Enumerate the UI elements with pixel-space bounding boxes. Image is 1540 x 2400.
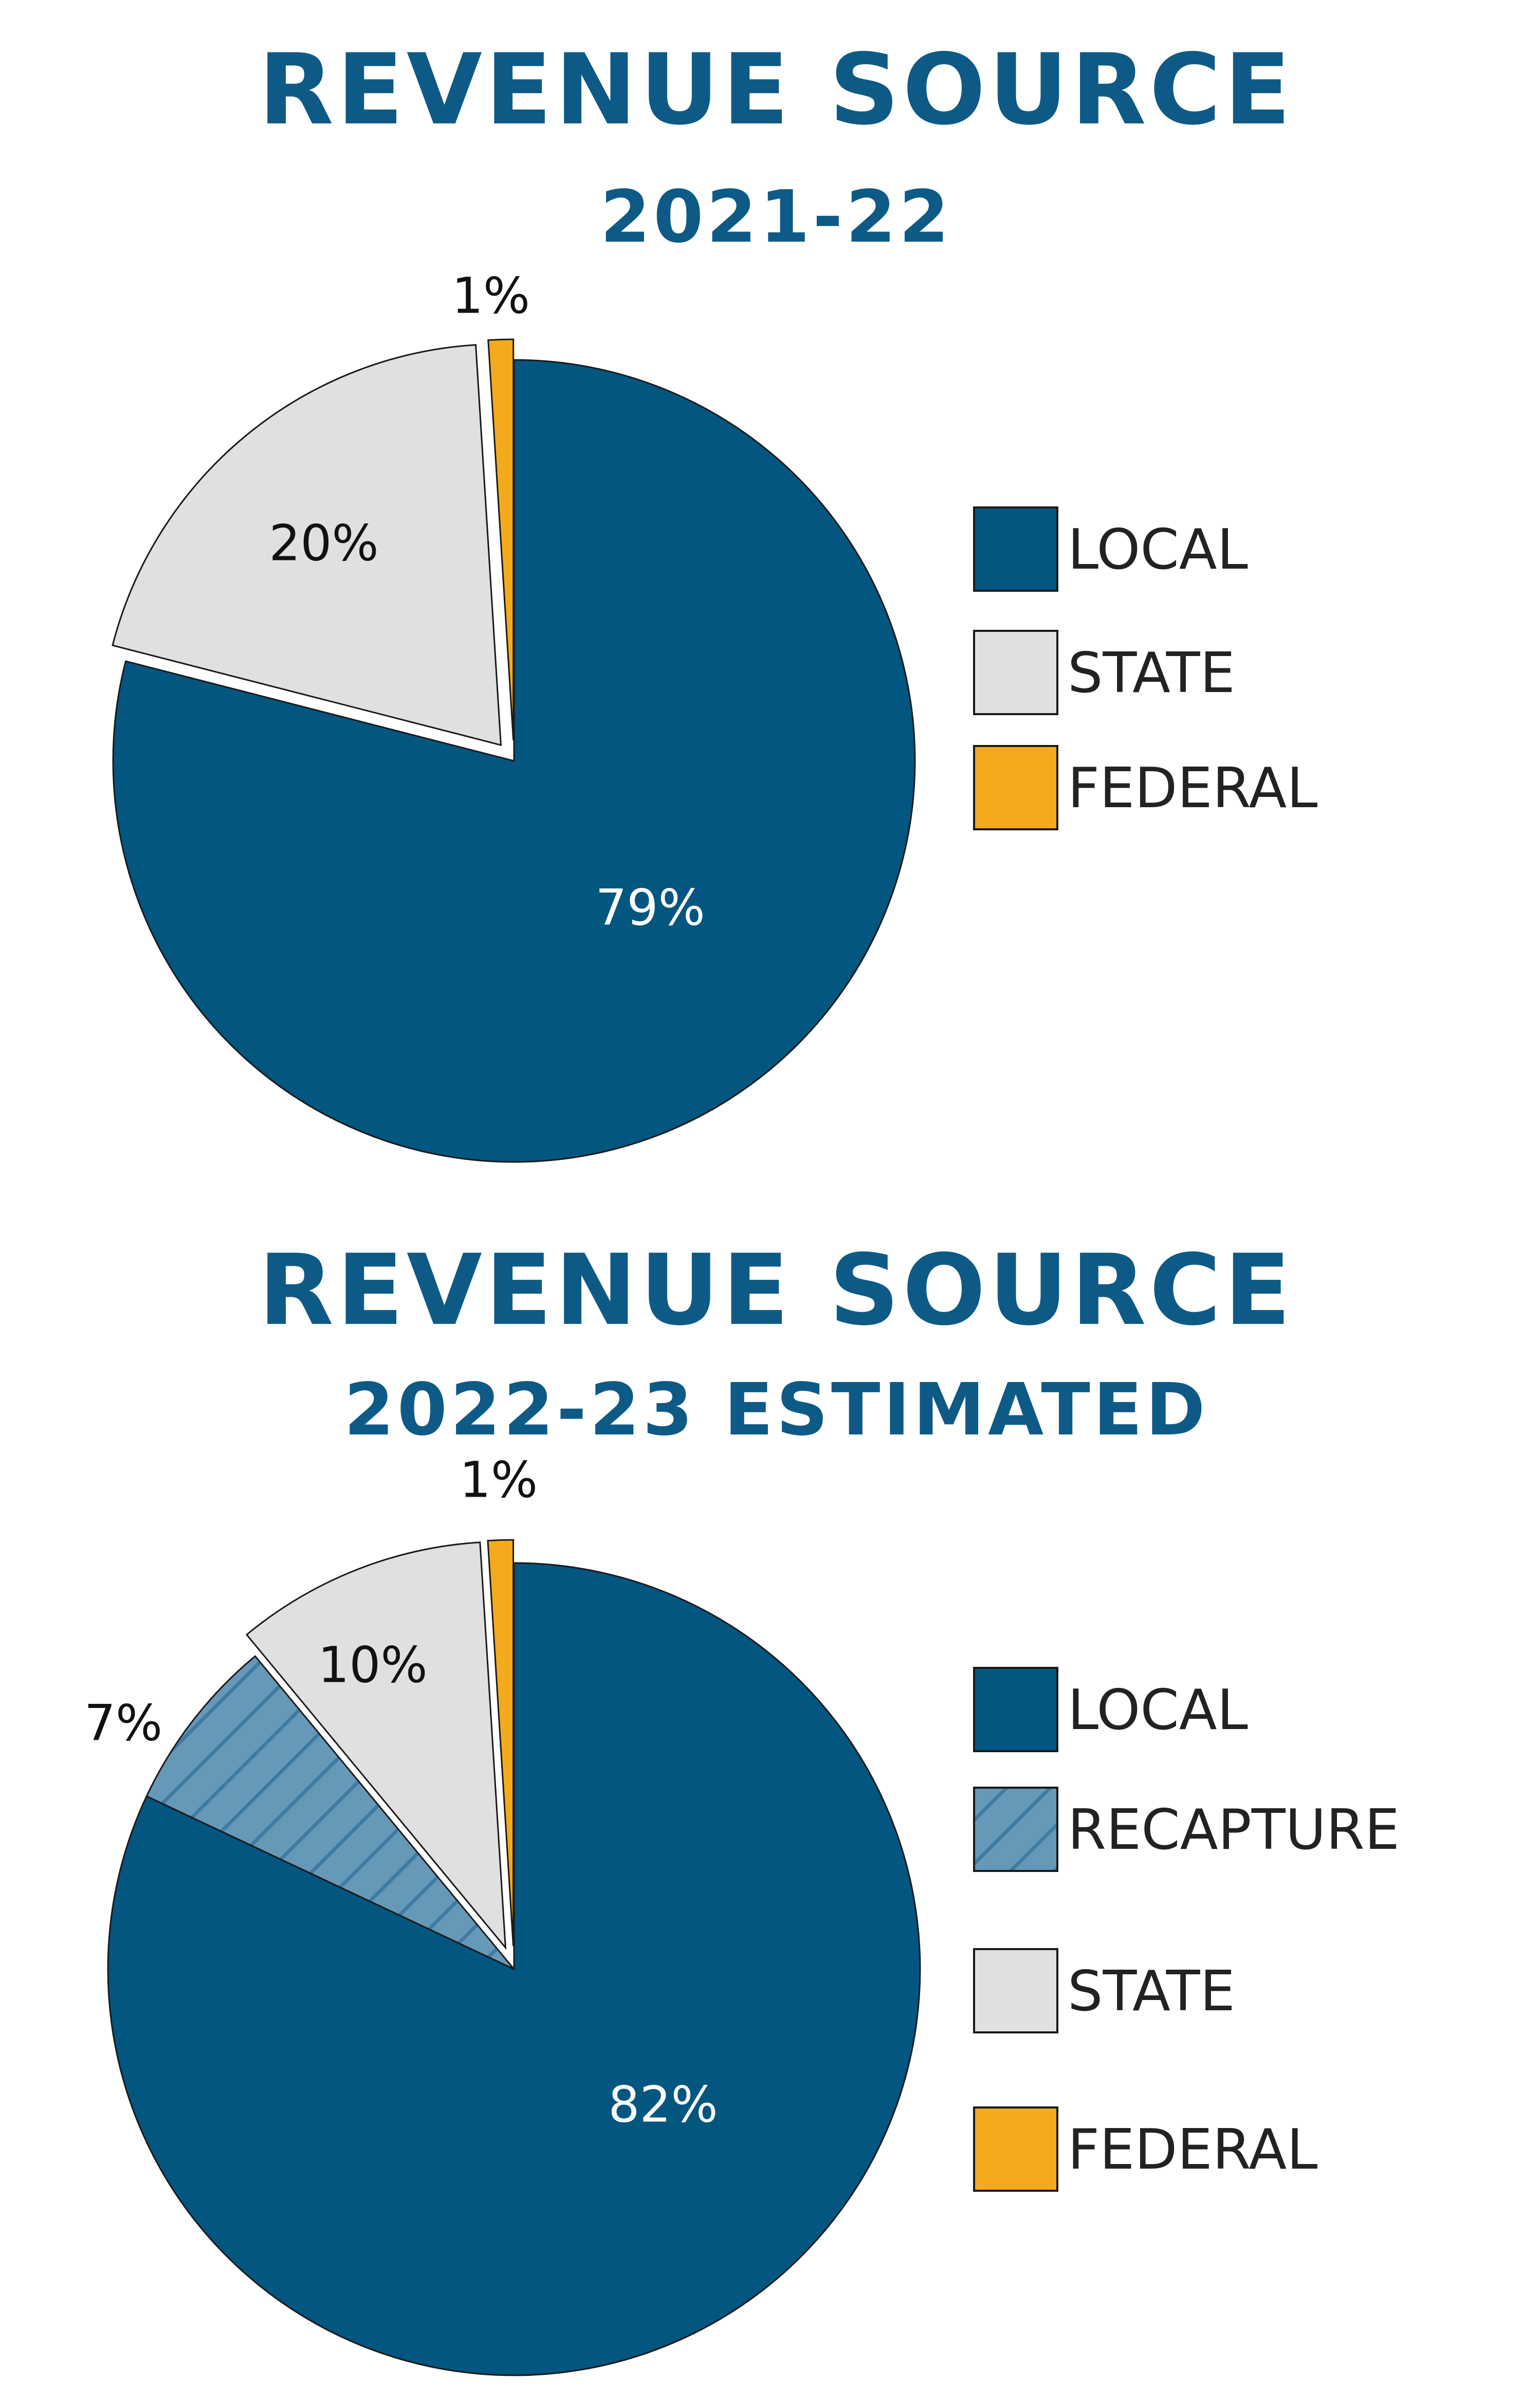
chart2-legend: LOCAL RECAPTURE STATE FEDERAL xyxy=(973,1667,1400,2192)
chart1-label-local: 79% xyxy=(595,879,705,936)
chart1-legend-label-local: LOCAL xyxy=(1068,518,1248,582)
chart1-slice-federal xyxy=(487,338,515,741)
chart2-legend-label-recapture: RECAPTURE xyxy=(1068,1798,1400,1862)
chart2-slice-federal xyxy=(487,1539,515,1947)
chart1-slice-local xyxy=(112,359,916,1163)
chart2-legend-label-state: STATE xyxy=(1068,1959,1235,2024)
chart1-subtitle: 2021-22 xyxy=(600,175,952,259)
chart2-label-federal: 1% xyxy=(460,1451,538,1508)
chart2-title: REVENUE SOURCE xyxy=(259,1233,1294,1347)
chart1-legend-swatch-local xyxy=(973,506,1058,592)
chart1-legend-swatch-state xyxy=(973,630,1058,715)
chart2-label-local: 82% xyxy=(608,2076,718,2133)
chart1-legend-swatch-federal xyxy=(973,745,1058,830)
chart2-legend-label-federal: FEDERAL xyxy=(1068,2118,1317,2182)
chart2-label-recapture: 7% xyxy=(84,1694,162,1752)
chart2-subtitle: 2022-23 ESTIMATED xyxy=(344,1368,1208,1452)
chart1-title: REVENUE SOURCE xyxy=(259,33,1294,147)
chart2-legend-swatch-federal xyxy=(973,2106,1058,2192)
chart2-legend-swatch-state xyxy=(973,1948,1058,2033)
chart2-legend-swatch-local xyxy=(973,1667,1058,1752)
chart1-label-federal: 1% xyxy=(452,267,530,324)
chart2-label-state: 10% xyxy=(318,1636,427,1694)
chart1-legend: LOCAL STATE FEDERAL xyxy=(973,506,1317,830)
chart2-slice-recapture xyxy=(145,1655,515,1970)
chart2-legend-label-local: LOCAL xyxy=(1068,1678,1248,1742)
chart1-label-state: 20% xyxy=(269,514,378,572)
chart1-pie: 79% 20% 1% xyxy=(112,267,916,1163)
chart1-legend-label-federal: FEDERAL xyxy=(1068,756,1317,821)
chart2-pie: 82% 7% 10% 1% xyxy=(84,1451,921,2376)
chart-2021-22: REVENUE SOURCE 2021-22 79% 20% 1% LOCAL STA… xyxy=(112,33,1317,1163)
chart1-slice-state xyxy=(112,344,502,747)
chart2-legend-swatch-recapture xyxy=(973,1787,1058,1872)
chart-2022-23-estimated: REVENUE SOURCE 2022-23 ESTIMATED 82% 7% 10… xyxy=(84,1233,1400,2376)
chart2-slice-state xyxy=(245,1541,507,1950)
chart1-legend-label-state: STATE xyxy=(1068,641,1235,705)
